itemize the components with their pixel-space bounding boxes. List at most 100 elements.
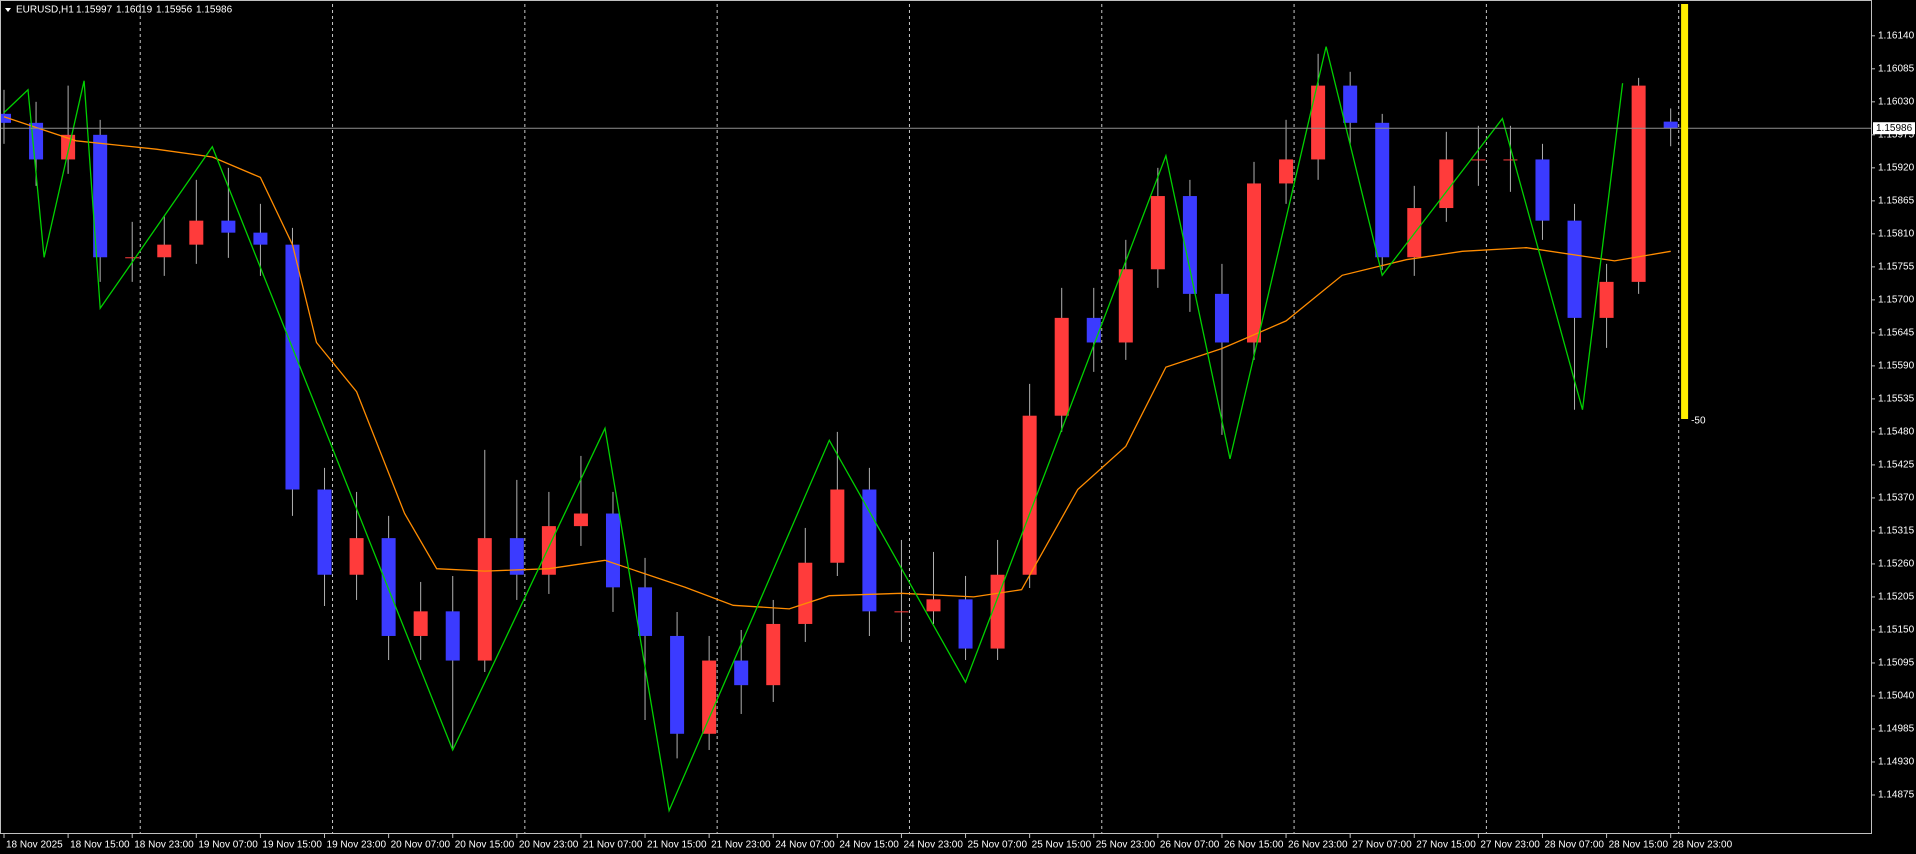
candle-body <box>349 538 364 575</box>
candle-body <box>1375 122 1390 258</box>
candle-body <box>1439 159 1454 209</box>
y-tick-label: 1.15425 <box>1878 460 1915 471</box>
y-tick-label: 1.16140 <box>1878 30 1915 41</box>
x-tick-label: 25 Nov 15:00 <box>1032 840 1092 851</box>
menu-arrow[interactable] <box>5 8 11 12</box>
candle-body <box>1503 159 1518 161</box>
x-tick-label: 28 Nov 07:00 <box>1544 840 1604 851</box>
x-tick-label: 26 Nov 23:00 <box>1288 840 1348 851</box>
y-tick-label: 1.15315 <box>1878 526 1915 537</box>
candle-body <box>125 257 140 259</box>
candle-body <box>766 623 781 686</box>
candle-body <box>1086 317 1101 343</box>
candle-body <box>1311 85 1326 160</box>
candle-body <box>253 232 268 245</box>
candle-body <box>605 513 620 588</box>
x-tick-label: 18 Nov 15:00 <box>70 840 130 851</box>
y-tick-label: 1.15370 <box>1878 493 1915 504</box>
candle-body <box>1567 220 1582 318</box>
candle-body <box>509 538 524 575</box>
y-tick-label: 1.15480 <box>1878 427 1915 438</box>
ohlc-low: 1.15956 <box>156 5 193 16</box>
candle-body <box>1214 293 1229 343</box>
y-tick-label: 1.15150 <box>1878 625 1915 636</box>
candle-body <box>317 489 332 575</box>
candle-body <box>862 489 877 612</box>
candle-body <box>830 489 845 563</box>
candle-body <box>1535 159 1550 221</box>
x-tick-label: 20 Nov 07:00 <box>391 840 451 851</box>
candle-body <box>1279 159 1294 184</box>
y-tick-label: 1.15095 <box>1878 658 1915 669</box>
price-label-box <box>1873 122 1915 135</box>
indicator-label: -50 <box>1691 416 1706 427</box>
moving-average <box>3 116 1671 610</box>
y-tick-label: 1.14875 <box>1878 790 1915 801</box>
candle-body <box>1022 415 1037 575</box>
candle-body <box>1054 317 1069 416</box>
x-tick-label: 19 Nov 07:00 <box>198 840 258 851</box>
grid <box>139 4 1680 834</box>
x-tick-label: 26 Nov 15:00 <box>1224 840 1284 851</box>
x-tick-label: 27 Nov 07:00 <box>1352 840 1412 851</box>
y-tick-label: 1.15755 <box>1878 262 1915 273</box>
candle-body <box>157 244 172 258</box>
y-tick-label: 1.15810 <box>1878 228 1915 239</box>
candle-body <box>702 660 717 734</box>
x-tick-label: 25 Nov 23:00 <box>1096 840 1156 851</box>
x-tick-label: 21 Nov 23:00 <box>711 840 771 851</box>
candle-body <box>1247 183 1262 343</box>
y-tick-label: 1.14930 <box>1878 757 1915 768</box>
x-tick-label: 21 Nov 07:00 <box>583 840 643 851</box>
candle-body <box>477 538 492 661</box>
ohlc-header: 1.15997 1.16019 1.15956 1.15986 <box>76 5 233 16</box>
symbol: EURUSD,H1 <box>16 5 74 16</box>
price-label: 1.15986 <box>1876 123 1913 134</box>
indicator-bar <box>1681 4 1689 419</box>
y-tick-label: 1.15260 <box>1878 559 1915 570</box>
y-tick-label: 1.16030 <box>1878 96 1915 107</box>
x-tick-label: 19 Nov 23:00 <box>327 840 387 851</box>
axes: 1.16140 1.16085 1.16030 1.15975 1.15920 1.158… <box>3 30 1915 851</box>
x-tick-label: 28 Nov 15:00 <box>1609 840 1669 851</box>
x-tick-label: 27 Nov 23:00 <box>1480 840 1540 851</box>
y-tick-label: 1.15645 <box>1878 328 1915 339</box>
x-tick-label: 27 Nov 15:00 <box>1416 840 1476 851</box>
y-tick-label: 1.15700 <box>1878 295 1915 306</box>
y-tick-label: 1.15590 <box>1878 361 1915 372</box>
candle-body <box>926 599 941 612</box>
x-tick-label: 24 Nov 07:00 <box>775 840 835 851</box>
candle-body <box>734 660 749 686</box>
candle-body <box>93 134 108 258</box>
candle-body <box>638 587 653 636</box>
x-tick-label: 20 Nov 15:00 <box>455 840 515 851</box>
candle-body <box>573 513 588 527</box>
ohlc-open: 1.15997 <box>76 5 113 16</box>
candle-body <box>381 538 396 636</box>
candle-body <box>445 611 460 661</box>
zigzag <box>3 46 1624 813</box>
x-tick-label: 24 Nov 15:00 <box>839 840 899 851</box>
x-tick-label: 28 Nov 23:00 <box>1673 840 1733 851</box>
x-tick-label: 20 Nov 23:00 <box>519 840 579 851</box>
candle-body <box>670 635 685 734</box>
candle-body <box>1663 121 1678 129</box>
candle-body <box>1150 196 1165 270</box>
x-tick-label: 24 Nov 23:00 <box>903 840 963 851</box>
candle-body <box>1343 85 1358 123</box>
y-tick-label: 1.15040 <box>1878 691 1915 702</box>
marks: -50 <box>0 4 1871 813</box>
x-tick-label: 19 Nov 15:00 <box>262 840 322 851</box>
y-tick-label: 1.14985 <box>1878 724 1915 735</box>
x-tick-label: 18 Nov 23:00 <box>134 840 194 851</box>
y-tick-label: 1.15205 <box>1878 592 1915 603</box>
candle-body <box>1182 196 1197 294</box>
candle-body <box>0 113 12 123</box>
ohlc-close: 1.15986 <box>196 5 233 16</box>
candle-body <box>1599 281 1614 318</box>
y-tick-label: 1.15865 <box>1878 195 1915 206</box>
candle-body <box>1118 269 1133 343</box>
candle-body <box>1471 159 1486 161</box>
